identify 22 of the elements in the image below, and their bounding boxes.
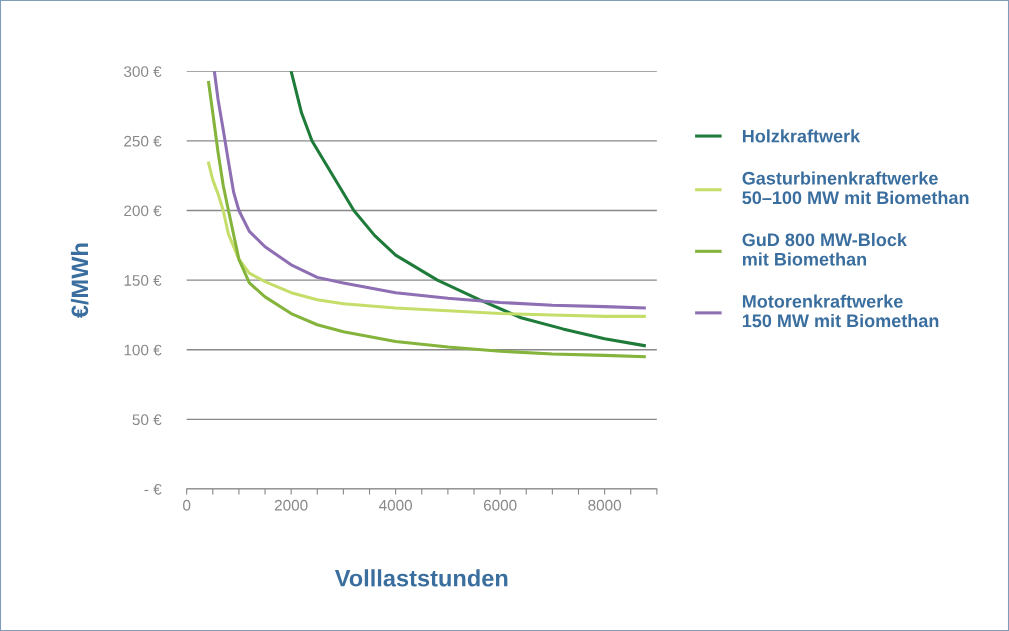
legend-label: GuD 800 MW-Block mit Biomethan — [742, 232, 907, 266]
y-tick-label: 200 € — [124, 205, 162, 217]
x-tick-label: 6000 — [483, 499, 517, 511]
line-series — [212, 71, 646, 310]
y-axis-title: €/MWh — [70, 243, 89, 319]
y-tick-label: 150 € — [124, 275, 162, 286]
x-axis-title: Volllaststunden — [334, 569, 508, 587]
legend-label: Holzkraftwerk — [742, 129, 861, 143]
y-tick-label: 50 € — [132, 414, 162, 426]
y-tick-label: - € — [144, 483, 162, 495]
legend-label: Gasturbinenkraftwerke 50–100 MW mit Biomethan — [742, 171, 969, 205]
line-series — [207, 161, 646, 318]
x-tick-label: 0 — [183, 499, 191, 511]
line-series — [207, 80, 646, 359]
y-tick-label: 300 € — [124, 66, 162, 77]
x-tick-label: 2000 — [274, 499, 308, 511]
line-series — [289, 71, 646, 348]
x-tick-label: 8000 — [588, 499, 622, 511]
legend-label: Motorenkraftwerke 150 MW mit Biomethan — [742, 294, 939, 328]
y-tick-label: 100 € — [124, 344, 162, 356]
y-tick-label: 250 € — [124, 135, 162, 147]
x-tick-label: 4000 — [379, 499, 413, 511]
